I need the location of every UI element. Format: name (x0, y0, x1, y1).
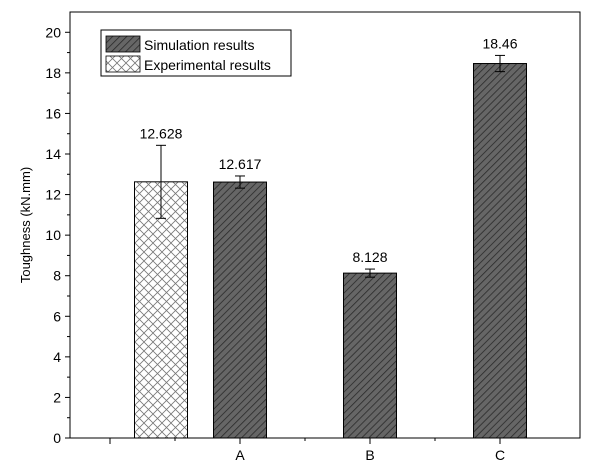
legend-swatch-simulation (106, 36, 140, 52)
y-tick-label: 10 (45, 227, 61, 243)
bar-value-label: 8.128 (352, 249, 387, 265)
bar (344, 273, 397, 438)
y-tick-label: 20 (45, 24, 61, 40)
y-tick-label: 0 (53, 430, 61, 446)
bar-value-label: 18.46 (482, 35, 517, 51)
bar (135, 182, 188, 438)
x-tick-label: B (365, 447, 374, 460)
y-axis: 0 2 4 6 8 10 12 14 16 18 20 (45, 24, 70, 446)
bar-value-label: 12.628 (140, 125, 183, 141)
bar-value-label: 12.617 (219, 156, 262, 172)
legend-label-experimental: Experimental results (144, 57, 271, 73)
y-tick-label: 12 (45, 187, 61, 203)
y-tick-label: 6 (53, 308, 61, 324)
y-tick-label: 14 (45, 146, 61, 162)
legend-label-simulation: Simulation results (144, 37, 255, 53)
y-tick-label: 4 (53, 349, 61, 365)
x-tick-label: C (495, 447, 505, 460)
y-tick-label: 2 (53, 389, 61, 405)
y-axis-title: Toughness (kN.mm) (18, 167, 33, 283)
bar (214, 182, 267, 438)
x-tick-label: A (235, 447, 245, 460)
bar (474, 64, 527, 438)
y-tick-label: 8 (53, 268, 61, 284)
y-tick-label: 18 (45, 65, 61, 81)
legend: Simulation results Experimental results (101, 30, 291, 76)
legend-swatch-experimental (106, 56, 140, 72)
y-tick-label: 16 (45, 105, 61, 121)
bars: 12.628 12.617 8.128 18.46 (135, 35, 527, 438)
x-axis: A B C (110, 438, 505, 460)
